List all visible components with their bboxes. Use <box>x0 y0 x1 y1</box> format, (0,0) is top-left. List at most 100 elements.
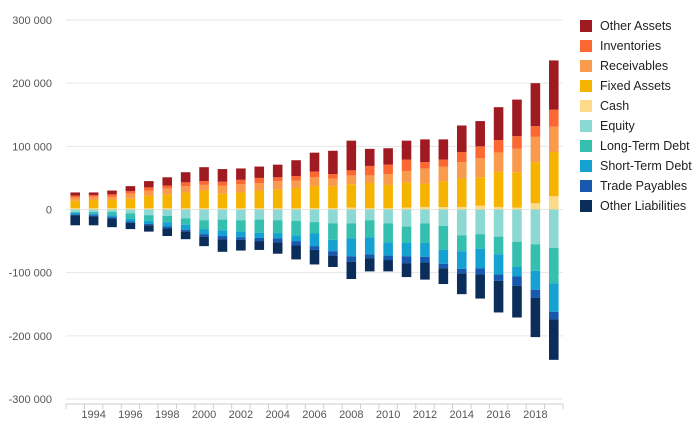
bar-segment <box>493 152 504 172</box>
bar-segment <box>199 220 209 230</box>
bar-segment <box>236 209 246 221</box>
x-tick-label: 2016 <box>486 409 510 421</box>
legend-item[interactable]: Equity <box>580 116 692 136</box>
bar-segment <box>401 242 412 257</box>
bar-segment <box>217 209 228 220</box>
bar-segment <box>217 208 228 210</box>
bar-segment <box>512 148 522 173</box>
bar-segment <box>180 231 191 240</box>
legend-swatch <box>580 200 592 212</box>
legend-item[interactable]: Inventories <box>580 36 692 56</box>
bar-segment <box>272 238 283 243</box>
legend-label: Equity <box>600 119 635 133</box>
bar-segment <box>236 179 246 185</box>
bar-segment <box>456 206 467 210</box>
bars <box>70 60 559 360</box>
bar-segment <box>162 194 173 209</box>
bar-segment <box>291 180 301 189</box>
bar-segment <box>291 209 301 221</box>
bar-segment <box>309 222 320 234</box>
bar-segment <box>328 255 338 267</box>
bar-segment <box>493 140 504 153</box>
bar-segment <box>475 248 485 269</box>
legend-item[interactable]: Trade Payables <box>580 176 692 196</box>
bar-segment <box>438 263 449 269</box>
bar-segment <box>328 209 338 224</box>
bar-segment <box>420 242 430 257</box>
legend-swatch <box>580 160 592 172</box>
bar-segment <box>401 140 412 160</box>
bar-segment <box>364 148 375 166</box>
bar-segment <box>88 194 99 197</box>
x-tick-label: 2008 <box>339 409 363 421</box>
legend-item[interactable]: Short-Term Debt <box>580 156 692 176</box>
legend-label: Cash <box>600 99 630 113</box>
bar-segment <box>217 193 228 209</box>
bar-segment <box>456 178 467 207</box>
bar-segment <box>217 230 228 237</box>
bar-segment <box>254 232 265 238</box>
bar-segment <box>272 233 283 239</box>
bar-segment <box>364 258 375 272</box>
bar-segment <box>475 205 485 210</box>
bar-segment <box>162 208 173 210</box>
bar-segment <box>401 263 412 278</box>
bar-segment <box>512 209 522 242</box>
bar-segment <box>272 177 283 182</box>
bar-segment <box>364 182 375 209</box>
bar-segment <box>88 200 99 209</box>
bar-segment <box>180 209 191 219</box>
bar-segment <box>236 237 246 240</box>
bar-segment <box>217 185 228 194</box>
bar-segment <box>162 209 173 216</box>
bar-segment <box>346 140 357 171</box>
bar-segment <box>512 276 522 286</box>
bar-segment <box>512 172 522 208</box>
legend-label: Fixed Assets <box>600 79 671 93</box>
bar-segment <box>346 175 357 185</box>
bar-segment <box>456 152 467 163</box>
bar-segment <box>549 209 559 249</box>
bar-segment <box>493 280 504 313</box>
bar-segment <box>364 220 375 238</box>
legend-item[interactable]: Other Assets <box>580 16 692 36</box>
bar-segment <box>383 255 393 261</box>
legend-item[interactable]: Receivables <box>580 56 692 76</box>
bar-segment <box>364 254 375 259</box>
legend-item[interactable]: Long-Term Debt <box>580 136 692 156</box>
bar-segment <box>125 198 136 209</box>
bar-segment <box>162 228 173 237</box>
bar-segment <box>346 207 357 210</box>
x-tick-label: 2018 <box>523 409 547 421</box>
x-tick-label: 2004 <box>265 409 289 421</box>
y-tick-label: 200 000 <box>12 78 52 90</box>
legend-item[interactable]: Fixed Assets <box>580 76 692 96</box>
legend-label: Inventories <box>600 39 662 53</box>
bar-segment <box>125 193 136 199</box>
bar-segment <box>70 192 80 196</box>
legend-item[interactable]: Other Liabilities <box>580 196 692 216</box>
bar-segment <box>530 270 541 290</box>
bar-segment <box>346 223 357 239</box>
bar-segment <box>70 214 80 216</box>
bar-segment <box>70 195 80 198</box>
legend-item[interactable]: Cash <box>580 96 692 116</box>
bar-segment <box>70 209 80 213</box>
bar-segment <box>162 177 173 186</box>
bar-segment <box>291 235 301 242</box>
bar-segment <box>180 208 191 210</box>
bar-segment <box>549 126 559 153</box>
bar-segment <box>254 208 265 210</box>
bar-segment <box>291 176 301 181</box>
bar-segment <box>125 213 136 219</box>
bar-segment <box>199 236 209 247</box>
bar-segment <box>107 217 117 219</box>
bar-segment <box>549 311 559 320</box>
bar-segment <box>456 125 467 153</box>
bar-segment <box>475 209 485 235</box>
bar-segment <box>199 184 209 191</box>
bar-segment <box>438 225 449 250</box>
bar-segment <box>70 215 80 226</box>
bar-segment <box>272 189 283 209</box>
bar-segment <box>549 319 559 360</box>
